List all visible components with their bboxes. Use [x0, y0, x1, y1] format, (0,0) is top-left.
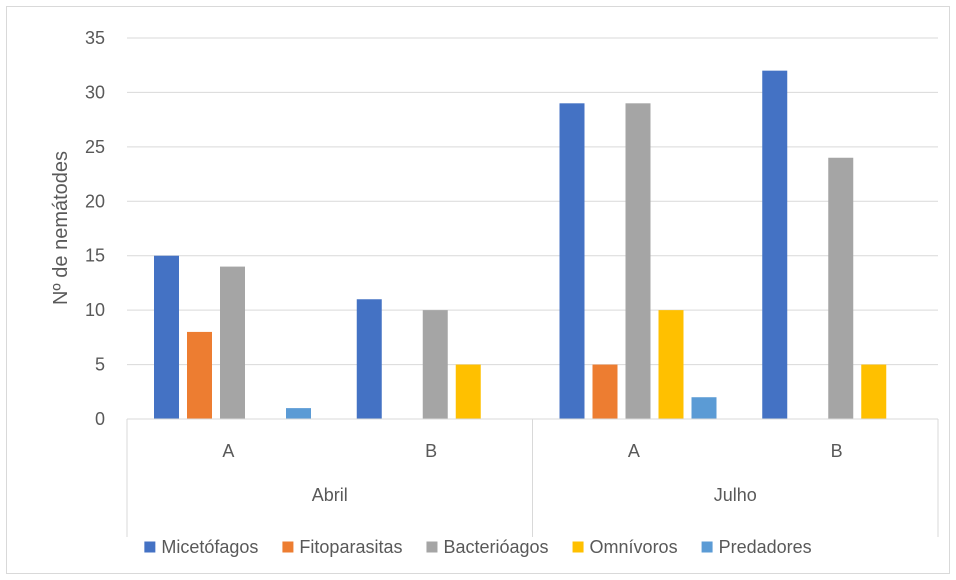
legend-item: Fitoparasitas: [282, 537, 402, 557]
y-tick-label: 20: [85, 191, 105, 211]
legend-item: Bacterióagos: [426, 537, 549, 557]
bar-micetófagos: [356, 299, 382, 419]
legend: Micetófagos Fitoparasitas Bacterióagos Omní…: [144, 537, 812, 557]
x-category-label: B: [425, 441, 437, 461]
axes: [126, 418, 939, 537]
bar-predadores: [691, 397, 717, 419]
bar-micetófagos: [154, 255, 179, 419]
y-tick-labels: 0 5 10 15 20 25 30 35: [85, 28, 105, 429]
legend-item: Omnívoros: [572, 537, 678, 557]
y-tick-label: 10: [85, 300, 105, 320]
bar-omnívoros: [861, 364, 887, 419]
x-group-label: Julho: [714, 485, 757, 505]
legend-swatch: [144, 541, 156, 553]
legend-label: Micetófagos: [161, 537, 258, 557]
legend-item: Predadores: [701, 537, 812, 557]
legend-label: Bacterióagos: [443, 537, 548, 557]
legend-label: Fitoparasitas: [299, 537, 402, 557]
bars: [154, 70, 887, 420]
legend-swatch: [282, 541, 294, 553]
x-group-label: Abril: [312, 485, 348, 505]
x-category-label: A: [222, 441, 234, 461]
y-tick-label: 35: [85, 28, 105, 48]
bar-bacterióagos: [422, 310, 448, 419]
y-tick-label: 25: [85, 137, 105, 157]
legend-label: Omnívoros: [590, 537, 678, 557]
legend-swatch: [701, 541, 713, 553]
x-category-labels: A B A B Abril Julho: [222, 441, 842, 505]
bar-omnívoros: [658, 310, 684, 419]
bar-bacterióagos: [625, 103, 651, 420]
y-tick-label: 30: [85, 82, 105, 102]
x-category-label: B: [831, 441, 843, 461]
bar-fitoparasitas: [592, 364, 618, 419]
legend-label: Predadores: [719, 537, 812, 557]
bar-fitoparasitas: [187, 331, 212, 419]
y-tick-label: 15: [85, 246, 105, 266]
legend-swatch: [426, 541, 438, 553]
bar-bacterióagos: [220, 266, 245, 419]
gridlines: [127, 37, 938, 366]
bar-micetófagos: [559, 103, 585, 420]
bar-predadores: [286, 408, 311, 419]
legend-item: Micetófagos: [144, 537, 258, 557]
y-axis-title: Nº de nemátodes: [50, 151, 72, 305]
legend-swatch: [572, 541, 584, 553]
bar-omnívoros: [455, 364, 481, 419]
bar-bacterióagos: [828, 157, 854, 419]
bar-micetófagos: [762, 70, 788, 420]
y-tick-label: 0: [95, 409, 105, 429]
x-category-label: A: [628, 441, 640, 461]
y-tick-label: 5: [95, 355, 105, 375]
